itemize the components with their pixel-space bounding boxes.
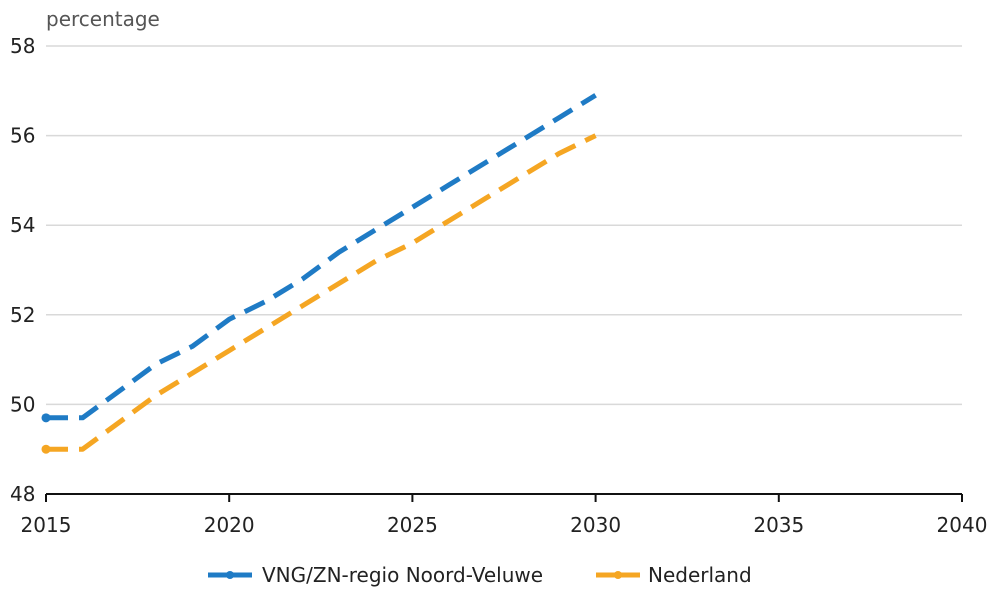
x-tick-label-2025: 2025 xyxy=(387,513,438,537)
y-unit-label: percentage xyxy=(46,7,160,31)
gridlines xyxy=(46,45,962,406)
series-lines xyxy=(41,93,597,454)
x-tick-label-2035: 2035 xyxy=(753,513,804,537)
series-start-point-0 xyxy=(41,413,51,423)
x-tick-label-2020: 2020 xyxy=(204,513,255,537)
legend-marker-0 xyxy=(226,571,234,579)
y-tick-label-48: 48 xyxy=(10,482,35,506)
legend-label-1: Nederland xyxy=(648,563,752,587)
legend: VNG/ZN-regio Noord-Veluwe Nederland xyxy=(208,563,752,587)
series-line-0 xyxy=(46,93,597,421)
y-tick-label-58: 58 xyxy=(10,34,35,58)
axes xyxy=(45,493,963,502)
x-tick-label-2015: 2015 xyxy=(21,513,72,537)
y-tick-label-54: 54 xyxy=(10,213,35,237)
y-tick-label-56: 56 xyxy=(10,124,35,148)
x-tick-label-2030: 2030 xyxy=(570,513,621,537)
x-tick-label-2040: 2040 xyxy=(937,513,988,537)
series-line-1 xyxy=(46,133,597,452)
legend-marker-1 xyxy=(614,571,622,579)
series-start-point-1 xyxy=(41,444,51,454)
y-tick-label-52: 52 xyxy=(10,303,35,327)
tick-labels: 48 50 52 54 56 58 2015 2020 2025 2030 2035 2040 xyxy=(10,34,987,537)
legend-label-0: VNG/ZN-regio Noord-Veluwe xyxy=(262,563,543,587)
y-tick-label-50: 50 xyxy=(10,392,35,416)
